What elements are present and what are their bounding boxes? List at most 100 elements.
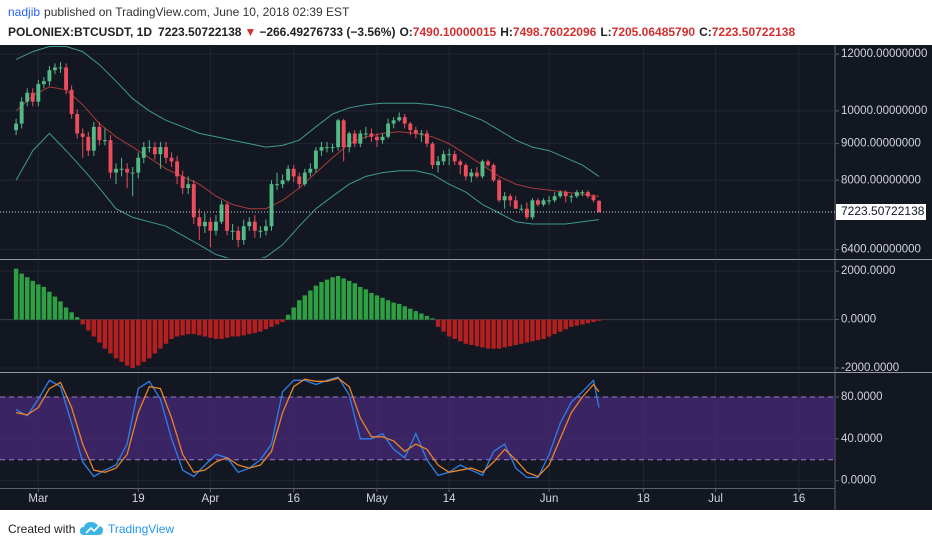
indicator-line — [15, 377, 600, 478]
histogram-bar — [297, 300, 302, 320]
candle-body — [402, 117, 407, 124]
pane: 6400.00000000 8000.00000000 9000.00000000 1… — [0, 46, 927, 258]
candle-body — [175, 161, 180, 177]
histogram-bar — [63, 307, 69, 320]
histogram-bar — [152, 319, 158, 354]
y-tick-label: 0.0000 — [841, 314, 876, 326]
candle-body — [19, 101, 24, 124]
histogram-bar — [552, 319, 557, 335]
histogram-bar — [102, 319, 108, 349]
candle-body — [80, 133, 85, 137]
candle-body — [424, 133, 429, 144]
histogram-bar — [380, 297, 385, 320]
histogram-bar — [213, 319, 219, 339]
histogram-bar — [58, 301, 63, 320]
histogram-bar — [346, 280, 352, 320]
candle-body — [569, 196, 574, 198]
candle-body — [508, 196, 513, 201]
histogram-bar — [24, 277, 30, 320]
candle-body — [452, 154, 457, 162]
histogram-bar — [219, 319, 224, 339]
candle-body — [436, 161, 440, 166]
candle-body — [258, 230, 263, 232]
c-label: C: — [699, 25, 712, 39]
indicator-line — [15, 376, 600, 479]
candle-body — [313, 150, 318, 169]
histogram-bar — [224, 319, 230, 338]
candle-body — [547, 200, 552, 202]
histogram-bar — [180, 319, 185, 336]
created-with: Created with — [8, 522, 75, 536]
candle-body — [102, 140, 107, 142]
candle-body — [375, 136, 379, 141]
histogram-bar — [469, 319, 474, 345]
candle-body — [519, 208, 524, 210]
histogram-bar — [374, 295, 380, 320]
candle-body — [30, 92, 35, 102]
candle-body — [480, 161, 485, 177]
histogram-bar — [13, 268, 19, 320]
candle-body — [125, 168, 130, 173]
published: published on TradingView.com, June 10, 2… — [44, 5, 350, 19]
histogram-bar — [263, 319, 269, 330]
histogram-bar — [30, 280, 35, 320]
candle-body — [530, 200, 535, 218]
symbol: POLONIEX:BTCUSDT, 1D — [8, 25, 152, 39]
candle-body — [386, 123, 391, 137]
pane: -2000.0000 0.0000 2000.0000 — [0, 261, 899, 374]
histogram-bar — [147, 319, 152, 359]
level-fill — [0, 397, 835, 460]
band-line — [15, 46, 600, 177]
histogram-bar — [230, 319, 235, 337]
candle-body — [302, 172, 307, 185]
candle-body — [58, 67, 63, 69]
x-tick-label: Mar — [28, 493, 48, 505]
histogram-bar — [335, 276, 341, 320]
header-line1: nadjib published on TradingView.com, June… — [8, 5, 350, 19]
candle-body — [336, 120, 341, 148]
histogram-bar — [424, 315, 430, 320]
histogram-bar — [591, 319, 596, 322]
change: −266.49276733 (−3.56%) — [259, 25, 395, 39]
histogram-bar — [97, 319, 102, 343]
histogram-bar — [202, 319, 208, 337]
candle-body — [536, 200, 540, 205]
histogram-bar — [535, 319, 541, 341]
candle-body — [208, 221, 213, 231]
histogram-bar — [285, 314, 291, 320]
brand[interactable]: TradingView — [108, 522, 174, 536]
histogram-bar — [358, 286, 363, 320]
x-tick-label: Apr — [201, 493, 219, 505]
x-tick-label: Jul — [708, 493, 723, 505]
histogram-bar — [491, 319, 496, 349]
candle-body — [291, 168, 296, 177]
histogram-bar — [463, 319, 469, 344]
histogram-bar — [52, 296, 58, 320]
h-label: H: — [500, 25, 513, 39]
user[interactable]: nadjib — [8, 5, 40, 19]
histogram-bar — [158, 319, 163, 349]
histogram-bar — [452, 319, 457, 339]
candle-body — [463, 165, 468, 177]
candle-body — [341, 120, 346, 148]
candle-body — [275, 184, 279, 186]
histogram-bar — [313, 285, 319, 320]
candle-body — [114, 168, 118, 173]
histogram-bar — [574, 319, 580, 326]
histogram-bar — [208, 319, 213, 338]
histogram-bar — [324, 279, 330, 320]
candle-body — [597, 200, 601, 212]
pane: 0.0000 40.0000 80.0000 Mar 19 Apr 16 May 14 Jun 18… — [0, 374, 883, 505]
histogram-bar — [519, 319, 524, 344]
candle-body — [380, 136, 385, 141]
candle-body — [147, 147, 152, 149]
histogram-bar — [513, 319, 518, 345]
candle-body — [497, 180, 502, 201]
histogram-bar — [435, 319, 441, 327]
y-tick-label: 2000.0000 — [841, 265, 895, 277]
candle-body — [158, 147, 163, 155]
candle-body — [53, 67, 57, 71]
histogram-bar — [191, 319, 196, 335]
histogram-bar — [308, 290, 313, 320]
histogram-bar — [385, 300, 391, 320]
